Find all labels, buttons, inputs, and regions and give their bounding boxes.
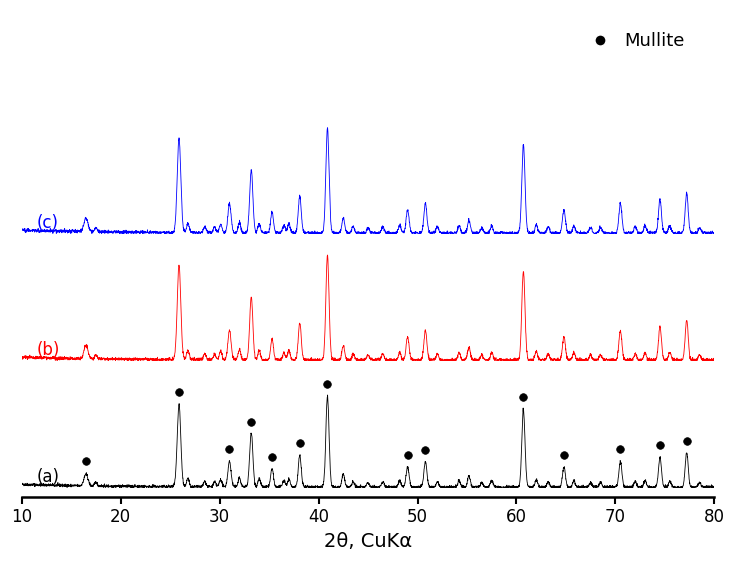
Text: (c): (c) [37,215,59,233]
Text: (b): (b) [37,342,60,360]
X-axis label: 2θ, CuKα: 2θ, CuKα [324,532,412,551]
Text: (a): (a) [37,469,60,487]
Legend: Mullite: Mullite [575,25,692,57]
